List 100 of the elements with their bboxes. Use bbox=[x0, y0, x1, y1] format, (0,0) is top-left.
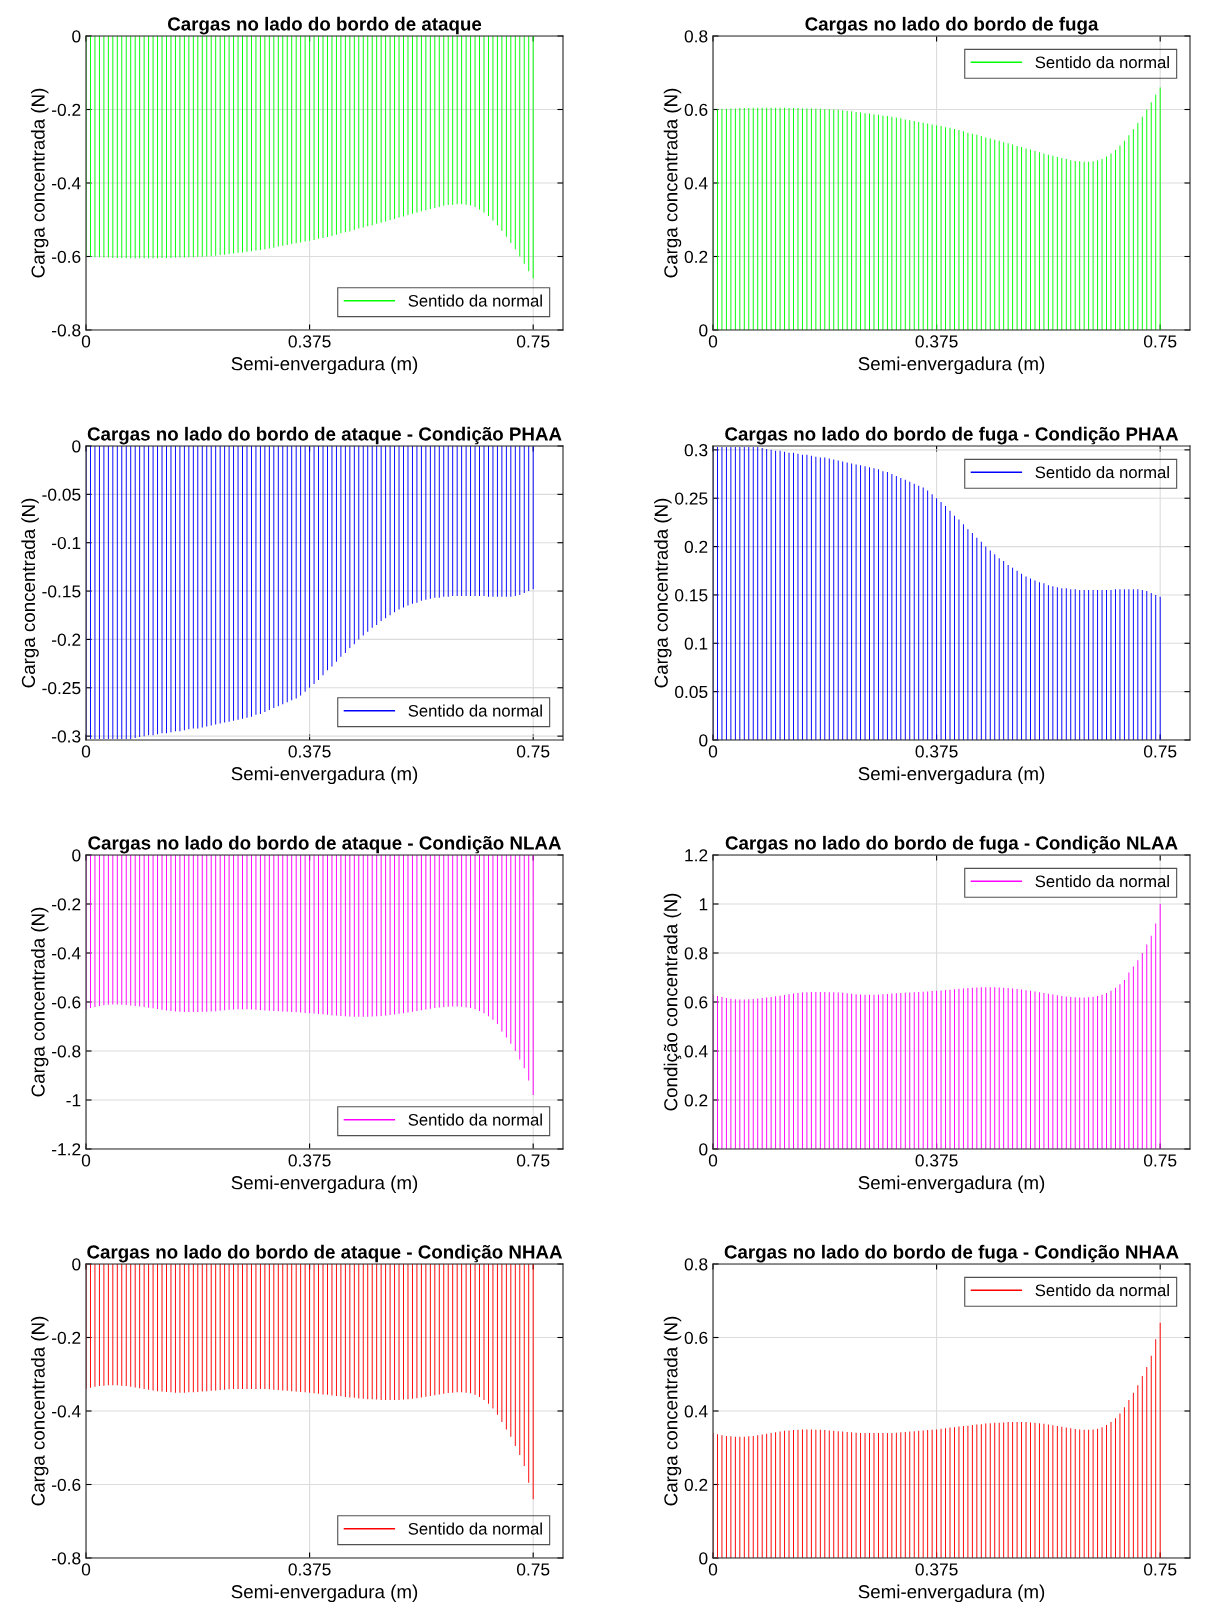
y-tick-label: -1.2 bbox=[52, 1143, 81, 1156]
y-tick-label: -0.6 bbox=[52, 1478, 81, 1491]
legend-label: Sentido da normal bbox=[408, 294, 542, 307]
y-tick-label: -0.05 bbox=[42, 488, 81, 501]
x-tick-label: 0.75 bbox=[516, 335, 550, 348]
x-axis-title: Semi-envergadura (m) bbox=[858, 766, 1045, 785]
x-tick-label: 0.375 bbox=[288, 335, 331, 348]
y-tick-label: -0.4 bbox=[52, 177, 81, 190]
y-tick-label: -0.6 bbox=[52, 996, 81, 1009]
y-tick-label: 1.2 bbox=[685, 849, 708, 862]
x-tick-label: 0.375 bbox=[915, 745, 958, 758]
x-tick-label: 0.375 bbox=[915, 335, 958, 348]
x-axis-title: Semi-envergadura (m) bbox=[858, 1584, 1045, 1603]
y-axis-title: Condição concentrada (N) bbox=[663, 893, 682, 1111]
y-tick-label: -0.4 bbox=[52, 1405, 81, 1418]
legend-label: Sentido da normal bbox=[408, 704, 542, 717]
legend-label: Sentido da normal bbox=[408, 1113, 542, 1126]
x-tick-label: 0.375 bbox=[915, 1154, 958, 1167]
x-tick-label: 0.75 bbox=[516, 1154, 550, 1167]
y-tick-label: 1 bbox=[699, 898, 708, 911]
x-tick-label: 0 bbox=[81, 1563, 91, 1576]
y-tick-label: 0.4 bbox=[684, 1045, 708, 1058]
x-axis-title: Semi-envergadura (m) bbox=[231, 356, 418, 375]
y-tick-label: -0.25 bbox=[42, 681, 81, 695]
y-tick-label: 0.6 bbox=[684, 996, 708, 1009]
x-axis-title: Semi-envergadura (m) bbox=[858, 1175, 1045, 1194]
y-tick-label: 0.2 bbox=[684, 1094, 708, 1107]
y-tick-label: 0.3 bbox=[684, 444, 708, 457]
x-tick-label: 0 bbox=[708, 745, 718, 758]
chart-title: Cargas no lado do bordo de ataque - Condição PHAA bbox=[87, 426, 562, 445]
y-axis-title: Carga concentrada (N) bbox=[663, 88, 682, 278]
x-tick-label: 0 bbox=[708, 1563, 718, 1576]
y-tick-label: -0.8 bbox=[52, 1045, 81, 1058]
x-tick-label: 0.75 bbox=[516, 745, 550, 758]
x-tick-label: 0.375 bbox=[288, 1154, 331, 1167]
chart-title: Cargas no lado do bordo de ataque - Condição NLAA bbox=[88, 835, 562, 854]
y-tick-label: -0.6 bbox=[52, 250, 81, 263]
y-axis-title: Carga concentrada (N) bbox=[21, 498, 39, 688]
x-tick-label: 0 bbox=[81, 745, 91, 758]
y-tick-label: 0 bbox=[72, 849, 81, 862]
y-tick-label: -0.4 bbox=[52, 947, 81, 960]
x-tick-label: 0.75 bbox=[1143, 1563, 1177, 1576]
legend-label: Sentido da normal bbox=[1035, 466, 1169, 479]
y-tick-label: 0.2 bbox=[684, 540, 708, 554]
legend-label: Sentido da normal bbox=[1035, 56, 1169, 69]
x-tick-label: 0 bbox=[708, 335, 718, 348]
y-tick-label: 0.25 bbox=[675, 492, 708, 505]
y-tick-label: 0 bbox=[699, 734, 708, 747]
x-tick-label: 0 bbox=[81, 335, 91, 348]
y-tick-label: 0.1 bbox=[684, 637, 708, 650]
chart-title: Cargas no lado do bordo de fuga - Condição NLAA bbox=[725, 835, 1178, 854]
x-tick-label: 0.75 bbox=[516, 1563, 550, 1576]
y-tick-label: -1 bbox=[66, 1094, 81, 1107]
x-axis-title: Semi-envergadura (m) bbox=[231, 1584, 418, 1603]
y-axis-title: Carga concentrada (N) bbox=[30, 88, 49, 278]
y-tick-label: 0.4 bbox=[684, 177, 708, 190]
y-tick-label: -0.8 bbox=[52, 324, 81, 337]
y-tick-label: 0 bbox=[72, 440, 81, 453]
y-tick-label: -0.2 bbox=[52, 633, 81, 646]
y-tick-label: -0.2 bbox=[52, 898, 81, 911]
chart-title: Cargas no lado do bordo de fuga - Condição NHAA bbox=[724, 1244, 1179, 1263]
y-tick-label: 0 bbox=[72, 1258, 81, 1271]
y-tick-label: 0 bbox=[72, 30, 81, 43]
x-axis-title: Semi-envergadura (m) bbox=[858, 356, 1045, 375]
y-tick-label: 0 bbox=[699, 1552, 708, 1565]
x-tick-label: 0 bbox=[81, 1154, 91, 1167]
chart-title: Cargas no lado do bordo de ataque - Condição NHAA bbox=[87, 1244, 563, 1263]
y-axis-title: Carga concentrada (N) bbox=[30, 1316, 49, 1506]
y-tick-label: 0.8 bbox=[684, 1258, 708, 1271]
y-tick-label: 0.2 bbox=[684, 1478, 708, 1491]
legend-label: Sentido da normal bbox=[1035, 875, 1169, 888]
legend-label: Sentido da normal bbox=[408, 1522, 542, 1535]
x-tick-label: 0.75 bbox=[1143, 1154, 1177, 1167]
chart-title: Cargas no lado do bordo de fuga - Condição PHAA bbox=[725, 426, 1179, 445]
y-tick-label: 0.8 bbox=[684, 30, 708, 43]
chart-title: Cargas no lado do bordo de fuga bbox=[805, 16, 1099, 35]
x-tick-label: 0.375 bbox=[288, 1563, 331, 1576]
y-tick-label: 0.6 bbox=[684, 1331, 708, 1344]
x-tick-label: 0.375 bbox=[288, 745, 331, 758]
x-tick-label: 0 bbox=[708, 1154, 718, 1167]
x-tick-label: 0.75 bbox=[1143, 335, 1177, 348]
legend-label: Sentido da normal bbox=[1035, 1284, 1169, 1297]
x-axis-title: Semi-envergadura (m) bbox=[231, 1175, 418, 1194]
chart-title: Cargas no lado do bordo de ataque bbox=[167, 16, 482, 35]
y-tick-label: 0 bbox=[699, 1143, 708, 1156]
x-tick-label: 0.75 bbox=[1143, 745, 1177, 758]
y-tick-label: 0.2 bbox=[684, 250, 708, 263]
y-tick-label: 0.6 bbox=[684, 103, 708, 116]
y-axis-title: Carga concentrada (N) bbox=[663, 1316, 682, 1506]
x-axis-title: Semi-envergadura (m) bbox=[231, 766, 418, 785]
x-tick-label: 0.375 bbox=[915, 1563, 958, 1576]
y-axis-title: Carga concentrada (N) bbox=[654, 498, 672, 688]
y-tick-label: -0.1 bbox=[52, 536, 81, 550]
y-tick-label: 0.8 bbox=[684, 947, 708, 960]
y-tick-label: 0 bbox=[699, 324, 708, 337]
y-tick-label: -0.8 bbox=[52, 1552, 81, 1565]
y-tick-label: -0.2 bbox=[52, 103, 81, 116]
y-tick-label: -0.3 bbox=[52, 730, 81, 743]
y-tick-label: 0.15 bbox=[675, 589, 708, 602]
y-tick-label: -0.2 bbox=[52, 1331, 81, 1344]
